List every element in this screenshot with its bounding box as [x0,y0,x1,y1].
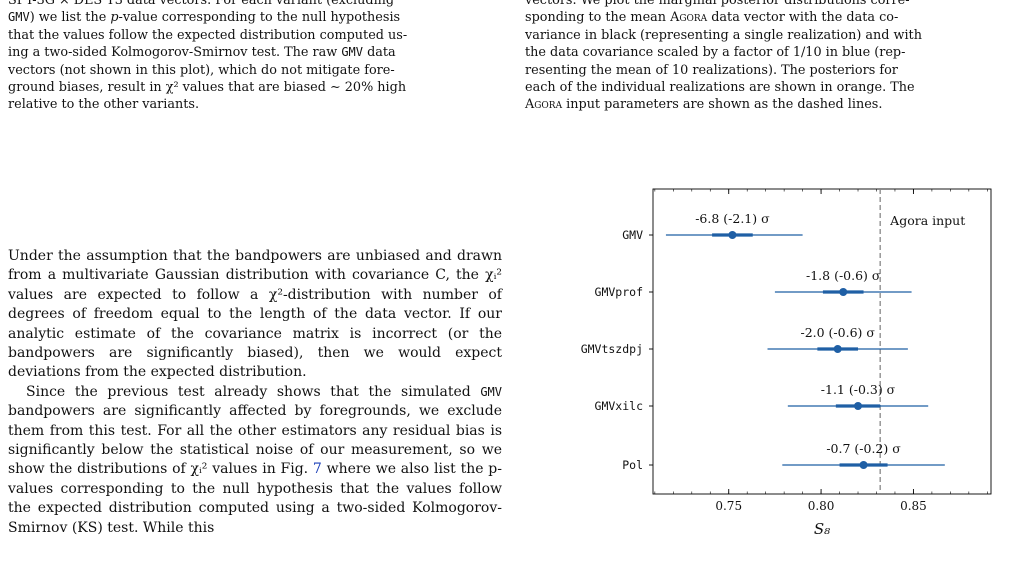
row-label: GMVtszdpj [581,342,643,356]
plot-frame [652,188,992,495]
posterior-point [833,345,842,353]
posterior-point [854,402,863,410]
posterior-point [728,231,737,239]
x-tick-label: 0.85 [900,499,927,513]
reference-line-label: Agora input [889,213,965,228]
paragraph-1: Under the assumption that the bandpowers… [8,248,502,381]
row-annotation: -2.0 (-0.6) σ [800,325,875,340]
posterior-point [859,461,868,469]
row-label: GMVprof [595,285,643,299]
row-label: Pol [622,458,643,472]
paragraph-2: Since the previous test already shows th… [8,383,502,536]
left-figure-caption: SPT-3G × DES Y3 data vectors. For each v… [8,0,408,113]
row-annotation: -6.8 (-2.1) σ [695,211,770,226]
row-annotation: -0.7 (-0.2) σ [826,441,901,456]
figure-7-link[interactable]: 7 [312,461,322,478]
row-annotation: -1.8 (-0.6) σ [806,268,881,283]
x-axis-label: S₈ [814,520,830,538]
s8-posterior-chart: Agora input 0.75 0.80 0.85 S₈ GMV -6.8 (-2.1) … [581,188,992,538]
x-tick-label: 0.75 [715,499,742,513]
row-label: GMV [622,228,643,242]
row-label: GMVxilc [595,399,643,413]
left-body-text: Under the assumption that the bandpowers… [8,247,502,538]
row-annotation: -1.1 (-0.3) σ [821,382,896,397]
posterior-point [839,288,848,296]
right-figure-caption: vectors. We plot the marginal posterior … [525,0,922,113]
x-tick-label: 0.80 [808,499,835,513]
